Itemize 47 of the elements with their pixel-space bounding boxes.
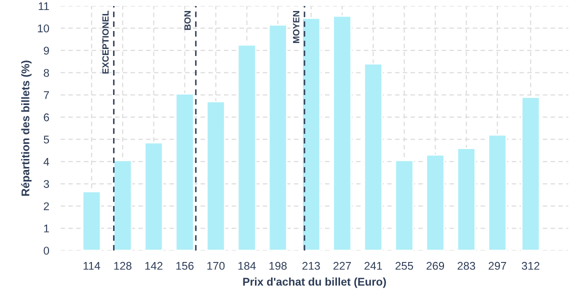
bar <box>82 190 102 250</box>
bar <box>488 134 507 250</box>
y-tick-label: 4 <box>44 158 50 166</box>
x-tick-label: 156 <box>176 262 194 270</box>
x-tick-label: 297 <box>488 262 506 270</box>
bar <box>237 44 256 250</box>
x-axis-title: Prix d'achat du billet (Euro) <box>243 278 386 288</box>
x-tick-label: 255 <box>396 262 414 270</box>
ref-line-label: BON <box>184 11 191 30</box>
x-tick-label: 241 <box>364 262 382 270</box>
y-tick-label: 0 <box>44 246 50 255</box>
bar <box>113 160 132 250</box>
bar <box>206 100 226 250</box>
bar <box>521 96 540 250</box>
y-tick-label: 9 <box>44 46 49 55</box>
bar <box>394 160 414 250</box>
x-tick-label: 283 <box>458 262 476 270</box>
y-tick-label: 11 <box>38 2 49 10</box>
y-tick-label: 6 <box>44 113 49 122</box>
y-tick-label: 8 <box>44 68 49 77</box>
bar <box>332 15 352 250</box>
x-tick-label: 114 <box>84 262 100 270</box>
x-tick-label: 198 <box>269 262 287 270</box>
x-tick-label: 128 <box>114 262 132 270</box>
y-tick-label: 2 <box>44 202 49 210</box>
x-tick-label: 170 <box>207 262 225 270</box>
x-tick-label: 227 <box>333 262 351 270</box>
y-axis-title: Répartition des billets (%) <box>21 60 32 196</box>
y-tick-label: 7 <box>44 91 49 99</box>
y-tick-label: 5 <box>44 136 50 144</box>
bar <box>364 63 383 250</box>
bar <box>426 154 445 250</box>
y-tick-label: 10 <box>38 24 50 32</box>
y-tick-label: 1 <box>44 224 49 232</box>
ref-line-label: MOYEN <box>292 11 300 43</box>
x-tick-label: 213 <box>302 262 320 270</box>
x-tick-label: 184 <box>238 262 256 270</box>
bar <box>268 24 288 250</box>
x-tick-label: 312 <box>522 262 540 270</box>
bar <box>302 18 321 250</box>
bar <box>456 148 476 250</box>
bar <box>175 93 194 250</box>
x-tick-label: 269 <box>426 262 444 270</box>
bar <box>144 142 164 250</box>
ref-line-label: EXCEPTIONEL <box>102 10 109 74</box>
x-tick-label: 142 <box>145 262 162 270</box>
y-tick-label: 3 <box>44 180 49 188</box>
